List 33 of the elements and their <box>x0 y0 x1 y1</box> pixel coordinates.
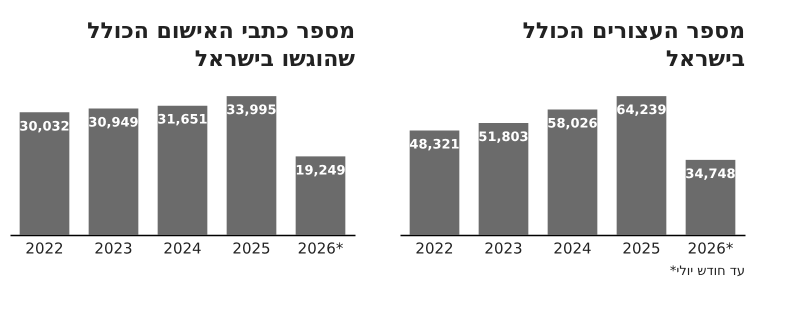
x-tick-label: 2023 <box>484 240 523 258</box>
bar <box>616 96 666 235</box>
text: *עד חודש יולי <box>670 264 745 279</box>
data-label: 58,026 <box>547 116 598 132</box>
x-tick-label: 2022 <box>415 240 454 258</box>
bar <box>686 160 736 235</box>
x-tick-label: 2023 <box>94 240 133 258</box>
x-tick-label: 2022 <box>25 240 64 258</box>
bar <box>296 156 346 235</box>
data-label: 34,748 <box>685 166 736 182</box>
x-tick-label: 2024 <box>163 240 202 258</box>
x-tick-label: 2026* <box>688 240 734 258</box>
data-label: 31,651 <box>157 112 208 128</box>
bar <box>478 123 528 235</box>
data-label: 48,321 <box>409 138 460 153</box>
data-label: 30,032 <box>19 119 70 134</box>
chart-title: מספר העצורים הכולל בישראל <box>522 19 745 72</box>
x-tick-label: 2025 <box>232 240 271 258</box>
x-tick-label: 2024 <box>553 240 592 258</box>
bar <box>548 110 598 235</box>
data-label: 30,949 <box>88 116 139 131</box>
chart-title: מספר כתבי האישום הכולל שהוגשו בישראל <box>87 19 356 72</box>
bar <box>158 106 208 235</box>
data-label: 33,995 <box>226 103 277 118</box>
data-label: 64,239 <box>616 103 667 118</box>
data-label: 19,249 <box>295 163 346 178</box>
bar <box>88 108 138 235</box>
x-tick-label: 2025 <box>622 240 661 258</box>
bar <box>410 130 460 235</box>
bar <box>20 112 70 235</box>
x-tick-label: 2026* <box>298 240 344 258</box>
bar <box>226 96 276 235</box>
data-label: 51,803 <box>478 130 529 145</box>
